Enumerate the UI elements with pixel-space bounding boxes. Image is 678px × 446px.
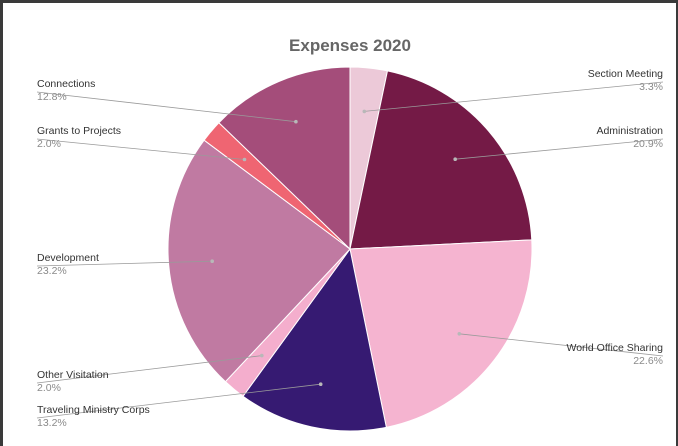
pie-slices bbox=[167, 66, 533, 432]
leader-dot-world-office-sharing bbox=[457, 332, 462, 336]
leader-line-traveling-ministry-corps bbox=[36, 383, 321, 419]
pie-slice-connections bbox=[218, 66, 351, 251]
slice-percent-connections: 12.8% bbox=[37, 91, 67, 103]
slice-percent-world-office-sharing: 22.6% bbox=[633, 355, 663, 367]
leader-line-development bbox=[36, 260, 213, 267]
slice-percent-development: 23.2% bbox=[37, 265, 67, 277]
leader-dot-grants-to-projects bbox=[242, 157, 247, 162]
chart-title: Expenses 2020 bbox=[289, 36, 411, 55]
leader-dot-administration bbox=[453, 157, 458, 161]
slice-percent-other-visitation: 2.0% bbox=[37, 382, 61, 394]
pie-slice-world-office-sharing bbox=[349, 239, 533, 428]
leader-dot-connections bbox=[294, 119, 298, 124]
leader-dot-development bbox=[210, 259, 214, 264]
slice-percent-grants-to-projects: 2.0% bbox=[37, 138, 61, 150]
slice-label-other-visitation: Other Visitation bbox=[37, 369, 109, 381]
pie-slice-traveling-ministry-corps bbox=[242, 247, 387, 432]
leader-line-administration bbox=[455, 138, 664, 160]
leader-line-other-visitation bbox=[36, 355, 262, 384]
leader-line-grants-to-projects bbox=[36, 138, 245, 160]
leader-dot-section-meeting bbox=[362, 109, 367, 114]
leader-line-section-meeting bbox=[364, 81, 664, 112]
pie-slice-development bbox=[167, 139, 351, 383]
leader-line-connections bbox=[36, 91, 296, 123]
slice-percent-traveling-ministry-corps: 13.2% bbox=[37, 417, 67, 429]
slice-label-development: Development bbox=[37, 252, 99, 264]
leader-dot-traveling-ministry-corps bbox=[318, 382, 323, 387]
slice-label-section-meeting: Section Meeting bbox=[588, 68, 663, 80]
leader-dot-other-visitation bbox=[260, 353, 264, 358]
slice-label-grants-to-projects: Grants to Projects bbox=[37, 125, 121, 137]
slice-label-administration: Administration bbox=[596, 125, 663, 137]
pie-slice-administration bbox=[349, 70, 533, 250]
slice-label-traveling-ministry-corps: Traveling Ministry Corps bbox=[37, 404, 150, 416]
slice-percent-section-meeting: 3.3% bbox=[639, 81, 663, 93]
leader-line-world-office-sharing bbox=[459, 333, 664, 357]
slice-label-world-office-sharing: World Office Sharing bbox=[567, 342, 664, 354]
slice-percent-administration: 20.9% bbox=[633, 138, 663, 150]
slice-label-connections: Connections bbox=[37, 78, 95, 90]
